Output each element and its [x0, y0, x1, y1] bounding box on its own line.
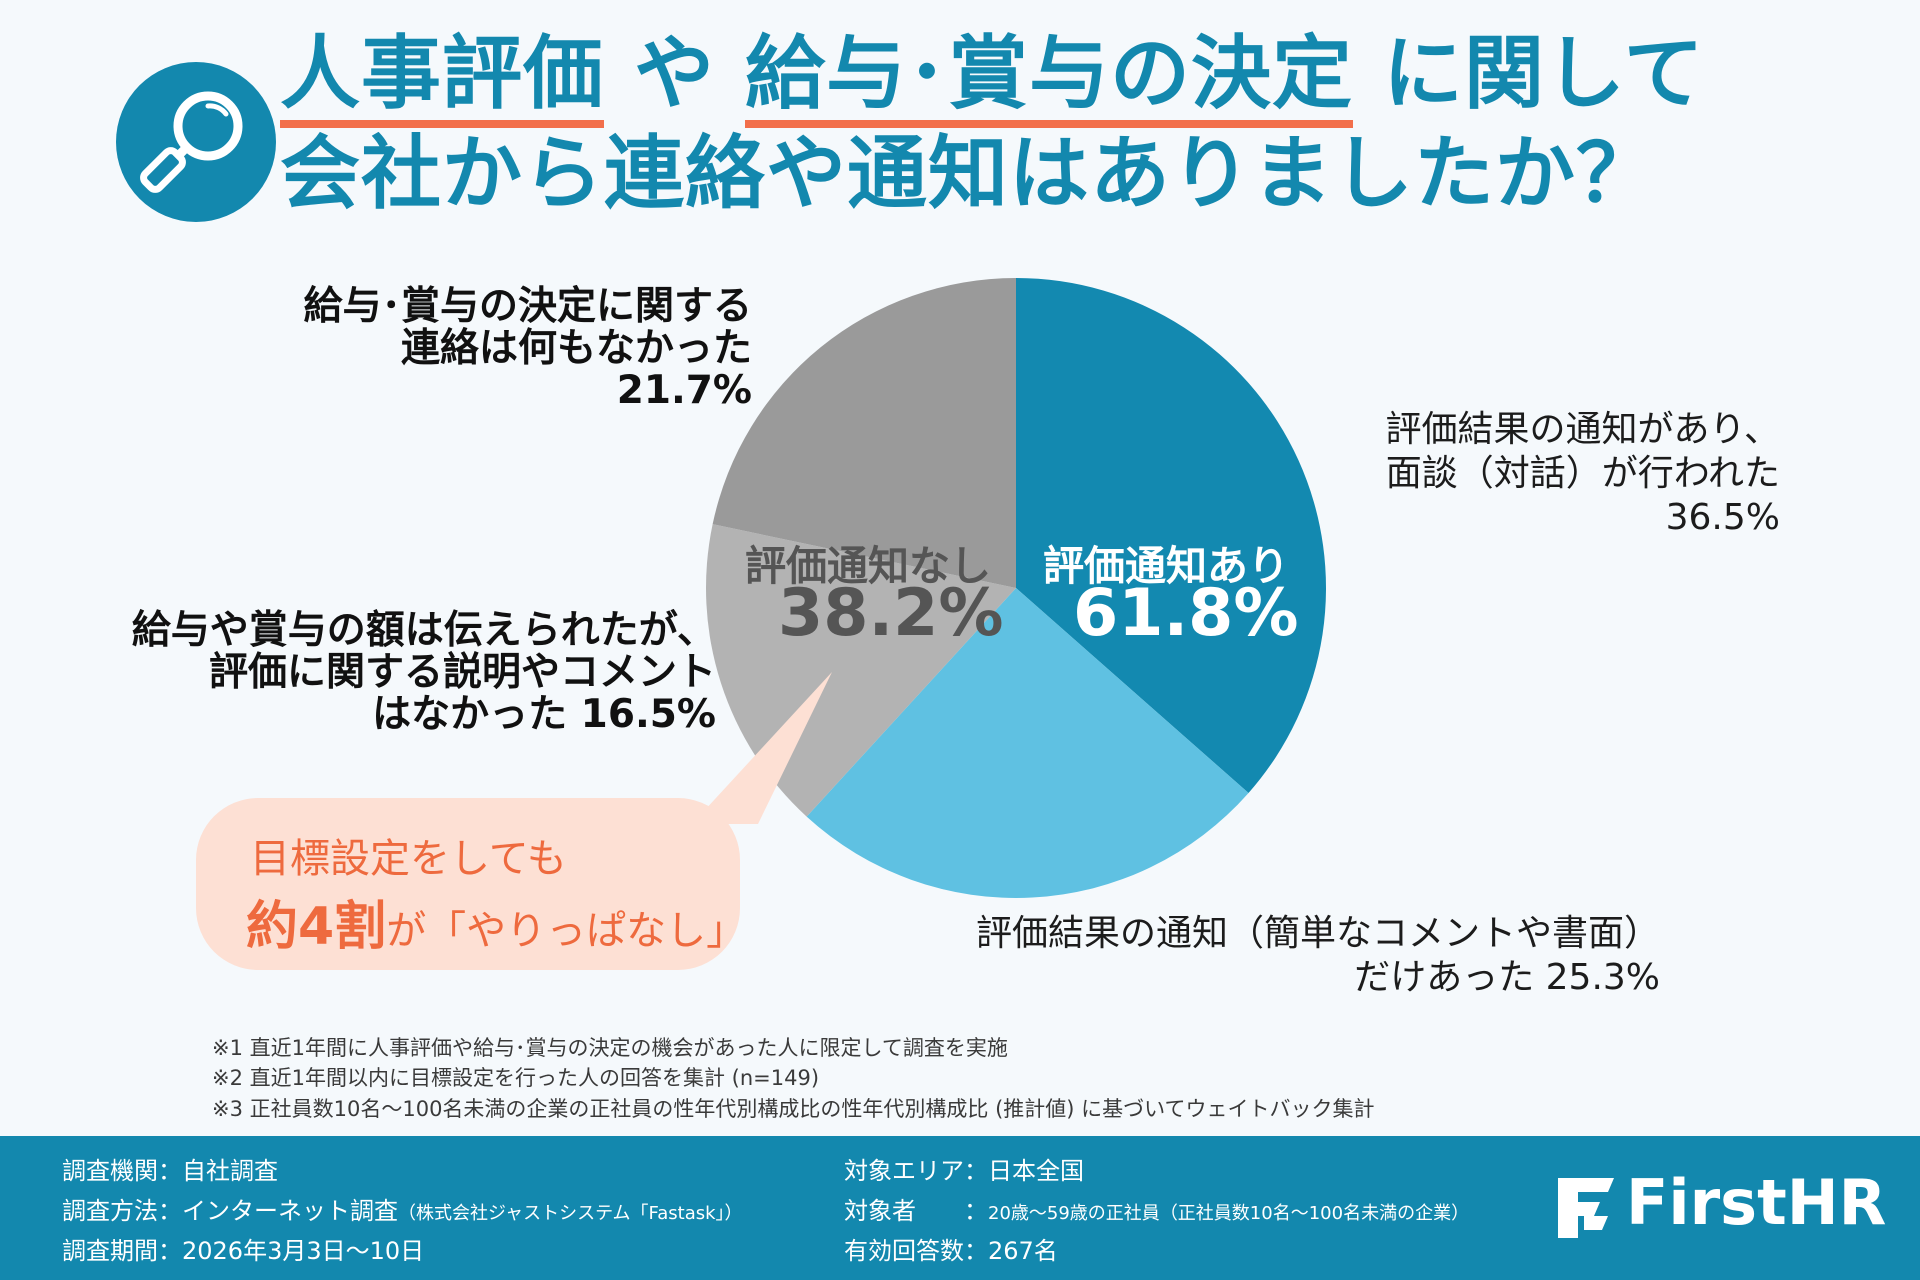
callout-emphasis: 約4割	[246, 897, 387, 957]
title-line-1: 人事評価や給与･賞与の決定 に関して	[280, 26, 1705, 128]
title-connector: や	[634, 27, 715, 120]
footnote-1: ※1 直近1年間に人事評価や給与･賞与の決定の機会があった人に限定して調査を実施	[212, 1036, 1008, 1060]
survey-footer	[0, 1136, 1920, 1280]
title-end: に関して	[1383, 27, 1705, 120]
footer-org: 調査機関：自社調査	[62, 1157, 278, 1185]
firsthr-logo-icon	[1558, 1178, 1614, 1238]
slice-label-simple-notice: 評価結果の通知（簡単なコメントや書面） だけあった 25.3%	[975, 913, 1660, 998]
callout-line-2: 約4割が「やりっぱなし」	[246, 884, 746, 959]
footnote-2: ※2 直近1年間以内に目標設定を行った人の回答を集計 (n=149)	[212, 1066, 820, 1090]
pie-slice-1	[1016, 278, 1326, 794]
title-highlight-2: 給与･賞与の決定	[745, 27, 1353, 128]
group-value-no-notice: 38.2%	[778, 576, 1004, 651]
footer-method: 調査方法：インターネット調査（株式会社ジャストシステム「Fastask」）	[62, 1197, 743, 1225]
footer-area: 対象エリア：日本全国	[844, 1157, 1084, 1185]
footer-target: 対象者 ：20歳～59歳の正社員（正社員数10名～100名未満の企業）	[844, 1197, 1470, 1225]
callout-rest: が「やりっぱなし」	[386, 908, 747, 954]
title-highlight-1: 人事評価	[280, 27, 604, 128]
callout-line-1: 目標設定をしても	[250, 836, 567, 882]
magnifier-icon	[116, 62, 276, 222]
title-line-2: 会社から連絡や通知はありましたか？	[280, 127, 1657, 220]
pie-slice-2	[806, 588, 1249, 898]
slice-label-amount-only: 給与や賞与の額は伝えられたが、 評価に関する説明やコメント はなかった 16.5…	[131, 608, 716, 737]
footer-period: 調査期間：2026年3月3日～10日	[62, 1237, 425, 1265]
slice-label-dialogue: 評価結果の通知があり、 面談（対話）が行われた 36.5%	[1385, 409, 1780, 538]
group-label-no-notice: 評価通知なし	[745, 542, 991, 590]
footer-count: 有効回答数：267名	[844, 1237, 1058, 1265]
footnote-3: ※3 正社員数10名～100名未満の企業の正社員の性年代別構成比の性年代別構成比…	[212, 1097, 1375, 1121]
callout-bubble	[196, 798, 740, 970]
group-value-notice: 61.8%	[1073, 576, 1299, 651]
group-label-notice: 評価通知あり	[1043, 542, 1289, 590]
firsthr-logo-text: FirstHR	[1626, 1166, 1887, 1239]
slice-label-no-contact: 給与･賞与の決定に関する 連絡は何もなかった 21.7%	[303, 284, 752, 413]
pie-slice-4	[712, 278, 1016, 588]
